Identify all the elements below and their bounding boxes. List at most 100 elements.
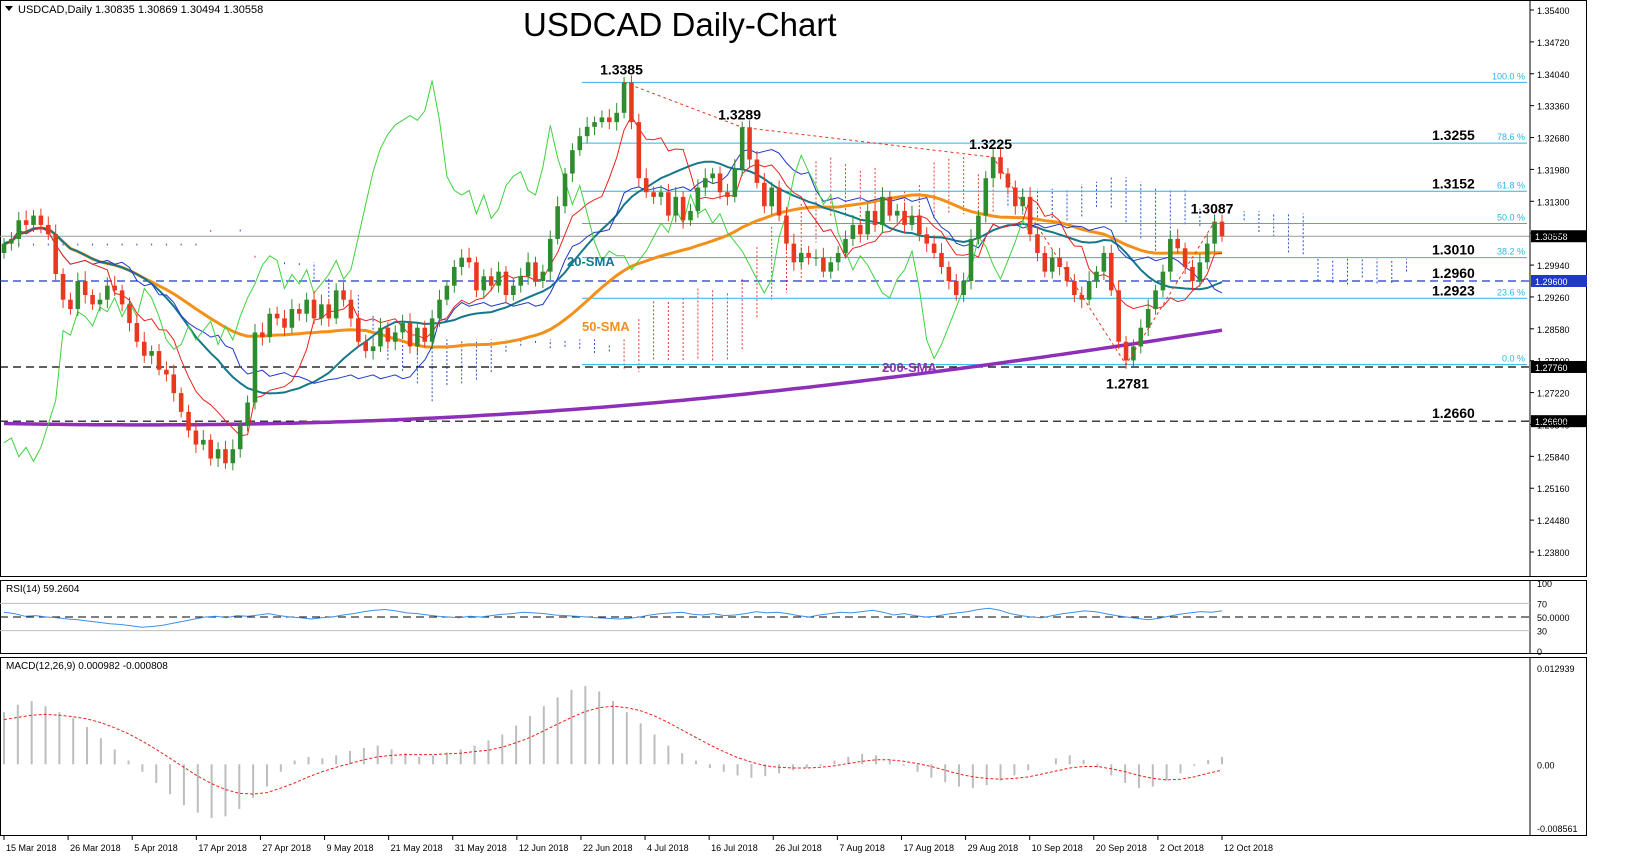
- candle-body: [311, 299, 317, 319]
- candle-body: [880, 196, 885, 225]
- macd-tick-label: -0.008561: [1537, 824, 1578, 834]
- price-tick-label: 1.28580: [1537, 325, 1570, 335]
- candle-body: [38, 215, 44, 225]
- chikou-line: [3, 80, 1031, 463]
- candle-body: [415, 327, 420, 347]
- candle-body: [924, 234, 930, 244]
- price-tick-label: 1.24480: [1537, 516, 1570, 526]
- candle-body: [31, 215, 36, 225]
- price-tick-label: 1.31300: [1537, 197, 1570, 207]
- price-tag-label: 1.29600: [1535, 277, 1568, 287]
- candle-body: [304, 299, 309, 314]
- candle-body: [1101, 252, 1107, 272]
- candle-body: [939, 252, 944, 267]
- price-tick-label: 1.23800: [1537, 548, 1570, 558]
- candle-body: [164, 369, 169, 375]
- price-tag: [1531, 415, 1587, 428]
- candle-body: [1057, 257, 1062, 267]
- candle-body: [798, 252, 804, 263]
- sma200-label: 200-SMA: [882, 360, 938, 375]
- rsi-tick-label: 30: [1537, 627, 1547, 637]
- candle-body: [208, 439, 213, 459]
- candle-body: [909, 215, 915, 225]
- candle-body: [1086, 281, 1092, 300]
- candle-body: [636, 122, 642, 179]
- date-tick-label: 7 Aug 2018: [839, 843, 885, 853]
- fib-label: 50.0 %: [1497, 213, 1525, 223]
- candle-body: [400, 323, 405, 333]
- level-label: 1.3152: [1432, 175, 1475, 191]
- candle-body: [296, 309, 302, 314]
- rsi-tick-label: 0: [1537, 647, 1542, 657]
- candle-body: [1042, 252, 1048, 272]
- candle-body: [326, 304, 332, 319]
- candle-body: [968, 238, 974, 281]
- candle-body: [348, 299, 354, 319]
- candle-body: [872, 210, 878, 225]
- tenkan-line: [3, 115, 1223, 437]
- candle-body: [1005, 173, 1011, 188]
- candle-body: [1138, 327, 1144, 347]
- candle-body: [363, 341, 368, 352]
- candle-body: [1064, 266, 1070, 281]
- candle-body: [769, 187, 774, 207]
- candle-body: [599, 117, 605, 123]
- price-tag: [1531, 230, 1587, 243]
- candle-body: [68, 299, 73, 310]
- candle-body: [141, 341, 147, 356]
- price-tick-label: 1.34040: [1537, 70, 1570, 80]
- fib-label: 78.6 %: [1497, 132, 1525, 142]
- candle-body: [584, 126, 590, 137]
- sma50-label: 50-SMA: [582, 319, 630, 334]
- candle-body: [828, 262, 834, 272]
- macd-label: MACD(12,26,9) 0.000982 -0.000808: [6, 661, 168, 672]
- chart-title: USDCAD Daily-Chart: [523, 6, 837, 43]
- candle-body: [356, 318, 361, 342]
- price-tick-label: 1.34720: [1537, 38, 1570, 48]
- candle-body: [105, 285, 110, 300]
- price-tick-label: 1.27220: [1537, 389, 1570, 399]
- candle-body: [1219, 221, 1225, 237]
- candle-body: [695, 187, 701, 211]
- price-tick-label: 1.25160: [1537, 484, 1570, 494]
- candle-body: [784, 215, 789, 244]
- candle-body: [1013, 187, 1018, 207]
- candle-body: [488, 276, 494, 286]
- candle-body: [570, 150, 575, 174]
- candle-body: [1072, 281, 1077, 296]
- level-label: 1.2923: [1432, 282, 1475, 298]
- candle-body: [651, 192, 656, 197]
- candle-body: [392, 332, 398, 342]
- candle-body: [370, 346, 376, 352]
- candle-body: [592, 122, 597, 127]
- candle-body: [702, 178, 708, 188]
- candle-body: [97, 299, 103, 305]
- zigzag-line: [623, 81, 1216, 366]
- date-tick-label: 17 Aug 2018: [903, 843, 954, 853]
- candle-body: [813, 257, 819, 259]
- candle-body: [1020, 196, 1025, 207]
- date-tick-label: 27 Apr 2018: [262, 843, 311, 853]
- price-tick-label: 1.29260: [1537, 293, 1570, 303]
- candle-body: [776, 187, 782, 216]
- macd-panel: [0, 657, 1587, 836]
- candle-body: [747, 127, 752, 160]
- peak-label: 1.3087: [1191, 201, 1234, 217]
- sma20-label: 20-SMA: [567, 254, 615, 269]
- price-tick-label: 1.32680: [1537, 134, 1570, 144]
- fib-label: 61.8 %: [1497, 180, 1525, 190]
- date-tick-label: 4 Jul 2018: [647, 843, 689, 853]
- candle-body: [762, 182, 767, 207]
- candle-body: [149, 351, 154, 356]
- candle-body: [1116, 290, 1121, 342]
- candle-body: [474, 262, 479, 291]
- candle-body: [186, 411, 191, 431]
- candle-body: [282, 318, 287, 328]
- candle-body: [1049, 257, 1055, 272]
- dropdown-arrow-icon[interactable]: [5, 6, 13, 11]
- candle-body: [341, 290, 346, 300]
- fib-label: 23.6 %: [1497, 287, 1525, 297]
- candle-body: [1197, 262, 1203, 281]
- price-tag: [1531, 275, 1587, 287]
